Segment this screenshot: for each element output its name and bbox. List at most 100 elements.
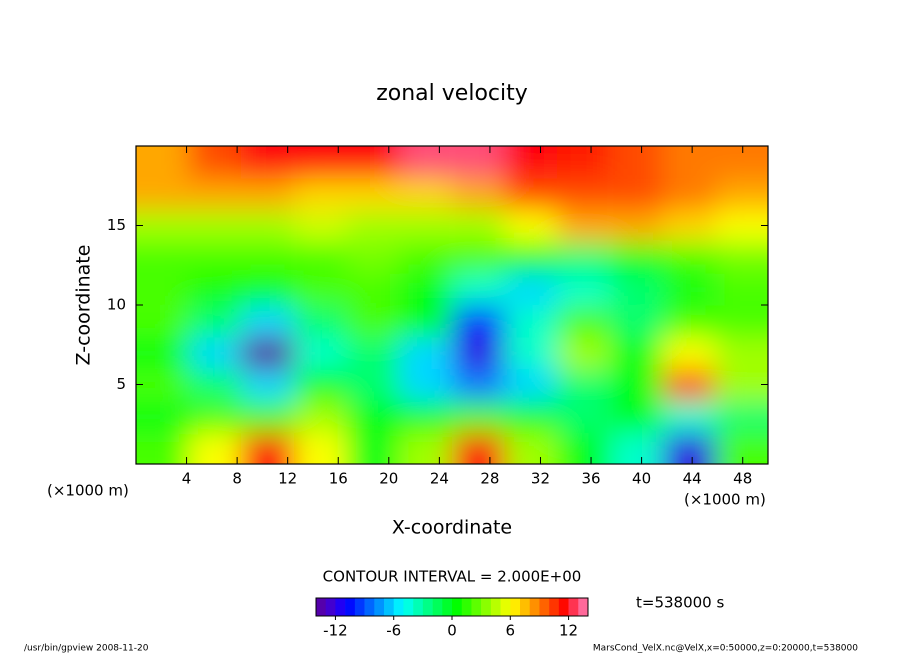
colorbar-step (335, 598, 346, 616)
cell (294, 368, 348, 401)
cell (346, 273, 400, 306)
x-tick-label: 28 (480, 470, 499, 488)
cell (504, 241, 558, 274)
colorbar (316, 598, 589, 616)
cells (136, 146, 768, 464)
cell (136, 305, 190, 338)
cell (715, 241, 768, 274)
colorbar-step (529, 598, 540, 616)
colorbar-tick-label: 6 (506, 622, 516, 640)
colorbar-step (325, 598, 336, 616)
cell (610, 368, 664, 401)
colorbar-tick-label: -12 (323, 622, 348, 640)
cell (241, 336, 295, 370)
cell (241, 146, 295, 179)
cell (504, 336, 558, 370)
cell (136, 336, 190, 370)
colorbar-step (384, 598, 395, 616)
cell (399, 241, 453, 274)
cell (610, 177, 664, 211)
colorbar-step (413, 598, 424, 616)
x-tick-label: 24 (430, 470, 449, 488)
cell (610, 336, 664, 370)
y-tick-label: 15 (107, 216, 126, 234)
cell (557, 146, 611, 179)
colorbar-step (578, 598, 589, 616)
colorbar-step (481, 598, 492, 616)
cell (452, 209, 506, 242)
colorbar-step (549, 598, 560, 616)
cell (346, 432, 400, 464)
colorbar-step (461, 598, 472, 616)
cell (452, 400, 506, 433)
cell (346, 305, 400, 338)
cell (188, 432, 242, 464)
cell (557, 305, 611, 338)
cell (504, 209, 558, 242)
cell (715, 273, 768, 306)
cell (662, 273, 716, 306)
cell (610, 273, 664, 306)
colorbar-step (558, 598, 569, 616)
cell (610, 400, 664, 433)
cell (294, 177, 348, 211)
cell (662, 177, 716, 211)
cell (610, 209, 664, 242)
cell (241, 241, 295, 274)
cell (399, 305, 453, 338)
cell (241, 209, 295, 242)
cell (715, 146, 768, 179)
colorbar-step (452, 598, 463, 616)
cell (452, 305, 506, 338)
cell (610, 241, 664, 274)
cell (610, 432, 664, 464)
y-axis-label: Z-coordinate (73, 245, 95, 366)
cell (399, 273, 453, 306)
footer: MarsCond_VelX.nc@VelX,x=0:50000,z=0:2000… (593, 644, 858, 654)
cell (294, 146, 348, 179)
cell (399, 400, 453, 433)
x-unit: (×1000 m) (47, 482, 129, 500)
cell (399, 368, 453, 401)
colorbar-tick-label: 12 (559, 622, 578, 640)
cell (399, 432, 453, 464)
x-tick-label: 8 (232, 470, 242, 488)
cell (557, 177, 611, 211)
colorbar-step (539, 598, 550, 616)
x-tick-label: 40 (632, 470, 651, 488)
cell (346, 241, 400, 274)
cell (557, 241, 611, 274)
colorbar-step (364, 598, 375, 616)
cell (241, 400, 295, 433)
cell (452, 273, 506, 306)
cell (452, 241, 506, 274)
cell (715, 368, 768, 401)
cell (610, 146, 664, 179)
cell (557, 273, 611, 306)
x-unit: (×1000 m) (684, 491, 766, 509)
cell (136, 400, 190, 433)
cell (136, 432, 190, 464)
colorbar-step (442, 598, 453, 616)
cell (504, 368, 558, 401)
cell (504, 432, 558, 464)
cell (399, 209, 453, 242)
x-tick-label: 44 (683, 470, 702, 488)
cell (136, 368, 190, 401)
cell (188, 305, 242, 338)
cell (452, 177, 506, 211)
cell (136, 241, 190, 274)
cell (715, 432, 768, 464)
cell (557, 400, 611, 433)
colorbar-step (354, 598, 365, 616)
colorbar-step (374, 598, 385, 616)
cell (504, 177, 558, 211)
cell (188, 241, 242, 274)
cell (610, 305, 664, 338)
x-tick-label: 20 (379, 470, 398, 488)
cell (294, 336, 348, 370)
cell (294, 400, 348, 433)
cell (662, 432, 716, 464)
cell (188, 273, 242, 306)
